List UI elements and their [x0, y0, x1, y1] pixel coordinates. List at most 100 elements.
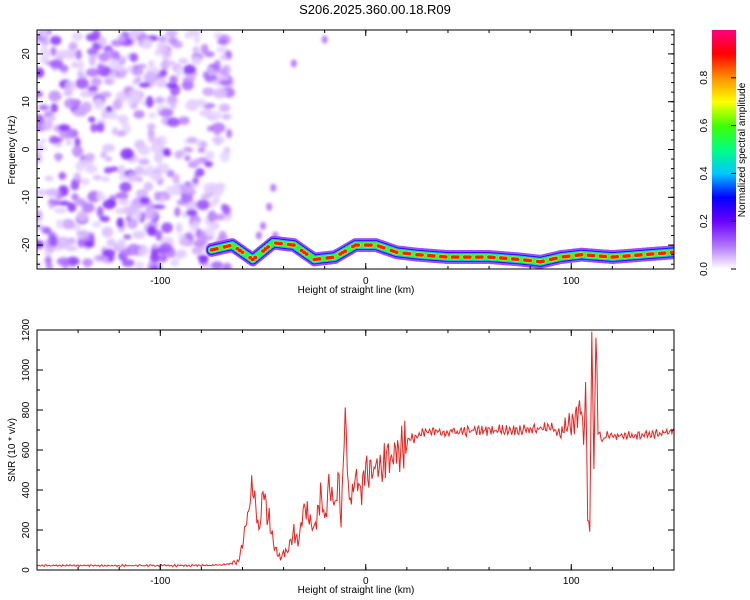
noise-blob — [99, 91, 112, 98]
noise-blob — [161, 222, 173, 234]
y-tick-label: -10 — [21, 190, 32, 205]
noise-blob — [193, 35, 201, 44]
noise-blob — [86, 47, 99, 56]
noise-blob — [96, 190, 104, 200]
noise-blob — [91, 221, 102, 228]
noise-blob — [105, 156, 113, 162]
noise-blob — [149, 253, 161, 263]
noise-blob — [148, 60, 155, 67]
noise-blob — [101, 176, 111, 182]
noise-blob — [162, 150, 172, 157]
ridge-blob — [304, 252, 309, 256]
ridge-blob — [515, 257, 520, 262]
noise-blob — [166, 117, 180, 128]
noise-blob — [255, 231, 262, 240]
noise-blob — [135, 209, 142, 221]
noise-blob — [137, 246, 150, 257]
noise-blob — [90, 123, 98, 133]
y-tick-label: 0 — [21, 567, 32, 573]
noise-blob — [72, 145, 84, 158]
ridge-blob — [431, 254, 436, 258]
noise-blob — [37, 209, 43, 222]
noise-blob — [191, 56, 202, 66]
ridge-blob — [263, 247, 268, 251]
noise-blob — [81, 202, 95, 214]
noise-blob — [226, 128, 233, 139]
noise-blob — [219, 151, 230, 163]
noise-blob — [207, 210, 217, 223]
noise-blob — [216, 46, 228, 54]
ridge-blob — [266, 245, 271, 249]
x-tick-label: 100 — [563, 576, 580, 587]
noise-blob — [174, 206, 181, 217]
noise-blob — [139, 196, 151, 205]
colorbar-tick-label: 0.2 — [699, 214, 710, 228]
y-tick-label: 20 — [21, 48, 32, 60]
noise-blob — [200, 255, 208, 262]
ridge-blob — [491, 255, 496, 260]
noise-blob — [153, 152, 164, 164]
ridge-blob — [662, 251, 667, 255]
ridge-blob — [443, 255, 448, 259]
noise-blob — [116, 207, 125, 214]
noise-blob — [58, 171, 67, 180]
noise-blob — [87, 86, 99, 92]
ridge-blob — [253, 255, 258, 260]
ridge-blob — [419, 253, 424, 257]
noise-blob — [37, 261, 42, 269]
ridge-blob — [626, 253, 631, 258]
spectrogram-x-axis-label: Height of straight line (km) — [298, 285, 415, 296]
noise-blob — [112, 99, 123, 110]
noise-blob — [137, 145, 151, 156]
colorbar-tick-label: 0.0 — [699, 262, 710, 276]
noise-blob — [132, 199, 142, 205]
noise-blob — [75, 77, 89, 89]
noise-blob — [135, 189, 149, 198]
ridge-blob — [407, 251, 412, 256]
noise-blob — [100, 151, 107, 159]
noise-blob — [73, 172, 82, 182]
noise-blob — [71, 32, 84, 41]
y-tick-label: 200 — [21, 521, 32, 538]
colorbar-ticks: 0.0 0.2 0.4 0.6 0.8 — [699, 70, 736, 276]
y-tick-label: 1200 — [21, 318, 32, 341]
noise-blob — [119, 181, 132, 193]
noise-blob — [184, 31, 193, 39]
noise-blob — [260, 221, 267, 230]
noise-blob — [166, 169, 175, 178]
noise-blob — [71, 193, 79, 201]
spectrogram-x-ticks: -100 0 100 — [36, 30, 654, 287]
colorbar-tick-label: 0.6 — [699, 118, 710, 132]
noise-blob — [171, 40, 184, 49]
ridge-blob — [240, 250, 245, 255]
noise-blob — [199, 230, 207, 240]
noise-blob — [175, 222, 183, 234]
noise-blob — [128, 88, 142, 101]
noise-blob — [200, 43, 209, 55]
noise-blob — [152, 204, 166, 210]
noise-blob — [146, 123, 156, 131]
noise-blob — [66, 256, 80, 267]
noise-blob — [184, 102, 195, 110]
noise-blob — [191, 246, 204, 255]
noise-blob — [211, 136, 226, 144]
y-tick-label: 10 — [21, 96, 32, 108]
noise-blob — [116, 217, 124, 229]
noise-blob — [194, 100, 207, 108]
noise-blob — [199, 109, 212, 117]
ridge-blob — [503, 256, 508, 261]
noise-blob — [154, 49, 161, 56]
snr-x-axis-label: Height of straight line (km) — [298, 585, 415, 596]
noise-blob — [220, 203, 228, 212]
noise-blob — [167, 94, 178, 104]
snr-y-ticks: 0 200 400 600 800 1000 1200 — [21, 318, 674, 573]
noise-blob — [214, 213, 225, 221]
noise-blob — [180, 184, 195, 195]
noise-blob — [290, 59, 297, 68]
noise-blob — [150, 142, 164, 154]
noise-blob — [47, 199, 60, 205]
ridge-blob — [566, 254, 571, 258]
noise-blob — [208, 184, 219, 193]
noise-blob — [50, 35, 62, 46]
